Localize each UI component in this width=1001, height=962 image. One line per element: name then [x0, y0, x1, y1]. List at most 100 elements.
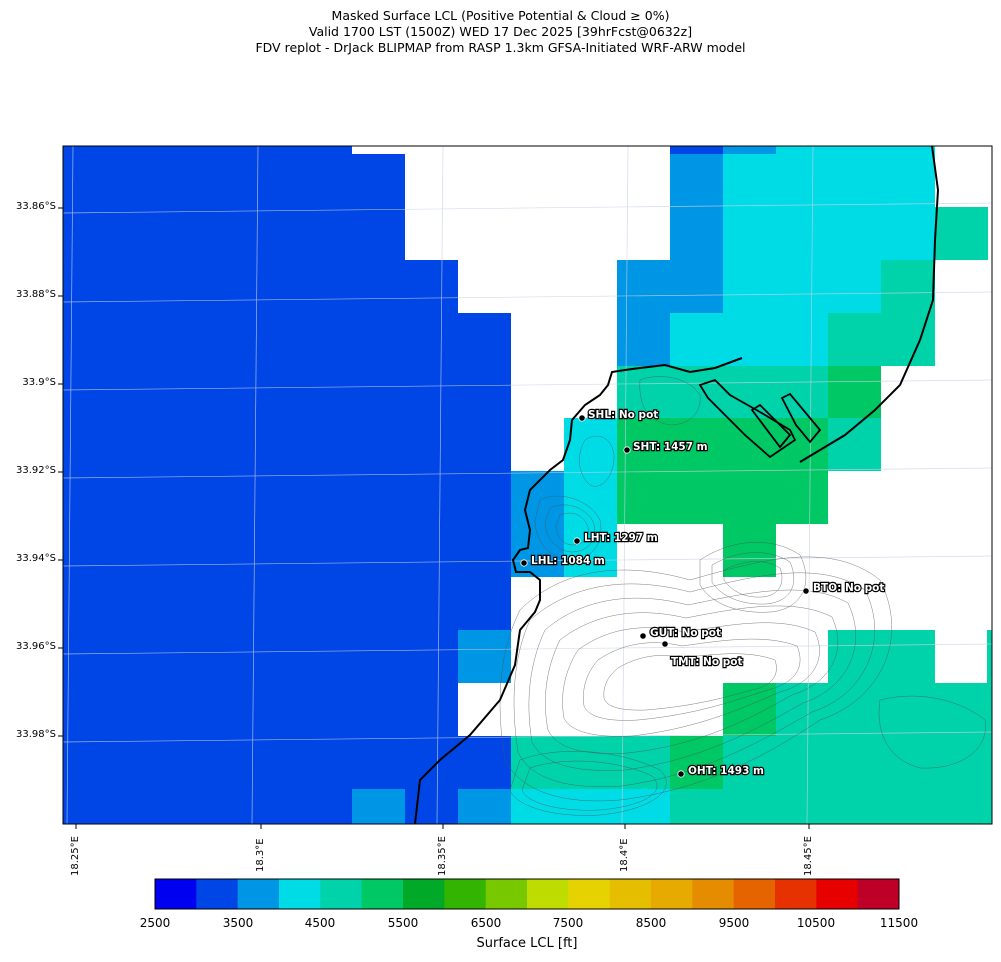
lon-label-18-30: 18.3°E	[255, 838, 266, 872]
colorbar-segment	[775, 879, 817, 909]
lcl-field	[63, 146, 992, 824]
lcl-cell	[617, 471, 828, 524]
colorbar-tick-label: 3500	[222, 916, 254, 930]
colorbar-segment	[857, 879, 900, 909]
lcl-cell	[723, 736, 992, 789]
colorbar	[155, 879, 900, 909]
map-frame	[62, 145, 993, 825]
lat-label-33-92: 33.92°S	[16, 465, 56, 476]
lcl-cell	[405, 789, 458, 824]
station-label: TMT: No pot	[671, 656, 742, 668]
station-lht[interactable]: LHT: 1297 m	[573, 531, 659, 545]
lcl-cell	[617, 418, 828, 471]
graticule	[63, 146, 992, 824]
coastline-west	[414, 357, 743, 824]
harbour-breakwater-3	[780, 392, 822, 444]
colorbar-tick-label: 8500	[635, 916, 667, 930]
colorbar-segment	[444, 879, 487, 909]
station-shl[interactable]: SHL: No pot	[578, 408, 660, 422]
lcl-cell	[405, 260, 458, 736]
lcl-cell	[987, 630, 992, 683]
colorbar-segment	[485, 879, 528, 909]
station-sht[interactable]: SHT: 1457 m	[623, 440, 709, 454]
lcl-cell	[352, 789, 405, 824]
lcl-cell	[670, 146, 723, 154]
station-label: LHL: 1084 m	[531, 555, 605, 567]
colorbar-segment	[609, 879, 652, 909]
colorbar-tick-label: 5500	[387, 916, 419, 930]
lcl-cell	[776, 146, 935, 154]
lcl-cell	[670, 313, 828, 366]
station-label: SHL: No pot	[588, 409, 658, 421]
station-label: BTO: No pot	[813, 582, 884, 594]
lcl-cell	[670, 789, 992, 824]
colorbar-segment	[196, 879, 239, 909]
lcl-cell	[458, 313, 511, 630]
harbour-breakwater-1	[698, 378, 797, 459]
lcl-cell	[776, 683, 992, 736]
lat-label-33-90: 33.9°S	[22, 377, 56, 388]
station-label: SHT: 1457 m	[633, 441, 708, 453]
lcl-cell	[723, 683, 776, 736]
colorbar-frame	[154, 878, 900, 910]
coastline-east	[799, 146, 940, 463]
lcl-cell	[352, 154, 405, 824]
lat-label-33-98: 33.98°S	[16, 729, 56, 740]
lcl-cell	[723, 146, 776, 154]
map-plot: SHL: No pot SHT: 1457 m LHT: 1297 m LHL:…	[63, 146, 992, 824]
lat-label-33-94: 33.94°S	[16, 553, 56, 564]
chart-title-line-3: FDV replot - DrJack BLIPMAP from RASP 1.…	[255, 40, 746, 55]
lcl-cell	[935, 207, 988, 260]
colorbar-segment	[237, 879, 280, 909]
lcl-cell	[458, 630, 511, 683]
lcl-cell	[670, 154, 723, 313]
colorbar-segment	[733, 879, 776, 909]
lcl-cell	[828, 366, 881, 418]
station-oht[interactable]: OHT: 1493 m	[677, 764, 765, 778]
station-lhl[interactable]: LHL: 1084 m	[520, 554, 606, 568]
colorbar-tick-label: 4500	[304, 916, 336, 930]
station-tmt[interactable]: TMT: No pot	[661, 640, 744, 669]
lat-label-33-86: 33.86°S	[16, 201, 56, 212]
colorbar-tick-label: 10500	[796, 916, 836, 930]
lcl-cell	[670, 736, 723, 789]
lcl-cell	[828, 630, 935, 683]
station-label: LHT: 1297 m	[584, 532, 658, 544]
lcl-cell	[511, 789, 670, 824]
station-gut[interactable]: GUT: No pot	[639, 626, 722, 640]
station-label: OHT: 1493 m	[688, 765, 764, 777]
colorbar-tick-label: 11500	[879, 916, 919, 930]
colorbar-tick-label: 6500	[470, 916, 502, 930]
chart-title-line-2: Valid 1700 LST (1500Z) WED 17 Dec 2025 […	[308, 24, 693, 39]
lat-label-33-88: 33.88°S	[16, 289, 56, 300]
lcl-cell	[828, 313, 935, 366]
station-bto[interactable]: BTO: No pot	[802, 581, 886, 595]
colorbar-title: Surface LCL [ft]	[476, 936, 578, 951]
colorbar-tick-label: 7500	[552, 916, 584, 930]
lcl-cell	[564, 418, 617, 577]
axis-ticks	[58, 207, 810, 829]
chart-title-line-1: Masked Surface LCL (Positive Potential &…	[331, 8, 670, 23]
lcl-cell	[564, 736, 670, 789]
colorbar-segment	[651, 879, 693, 909]
colorbar-segment	[568, 879, 611, 909]
lcl-cell	[511, 471, 564, 577]
lcl-cell	[723, 524, 776, 577]
colorbar-segment	[155, 879, 197, 909]
colorbar-tick-label: 2500	[139, 916, 171, 930]
colorbar-tick-label: 9500	[718, 916, 750, 930]
harbour-breakwater-2	[750, 403, 792, 449]
lcl-cell	[63, 146, 352, 824]
lcl-cell	[881, 260, 935, 313]
terrain-contours	[499, 376, 986, 816]
colorbar-segment	[527, 879, 569, 909]
colorbar-segment	[320, 879, 363, 909]
station-label: GUT: No pot	[650, 627, 721, 639]
colorbar-segment	[692, 879, 735, 909]
lon-label-18-25: 18.25°E	[70, 836, 81, 876]
lon-label-18-35: 18.35°E	[437, 836, 448, 876]
station-markers: SHL: No pot SHT: 1457 m LHT: 1297 m LHL:…	[520, 408, 886, 778]
colorbar-segment	[279, 879, 321, 909]
lat-label-33-96: 33.96°S	[16, 641, 56, 652]
